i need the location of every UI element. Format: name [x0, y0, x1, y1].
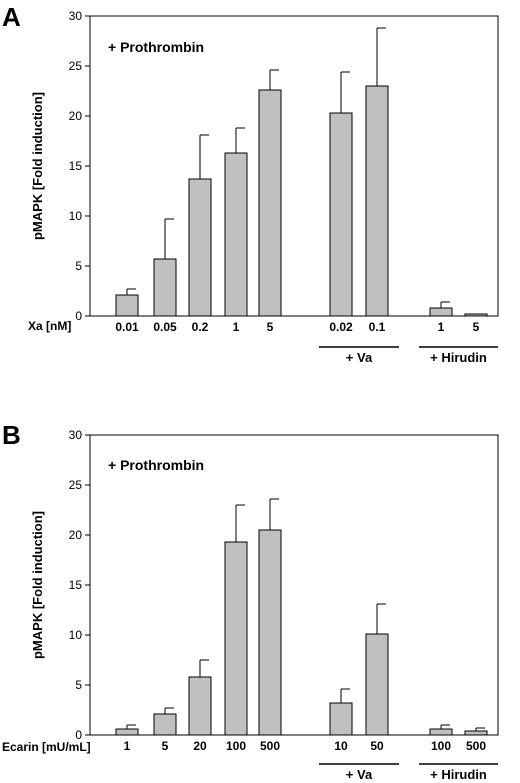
y-tick-label: 5	[75, 678, 82, 692]
x-tick-label: 0.02	[329, 320, 353, 334]
bar	[224, 541, 248, 736]
x-tick-label: 10	[334, 739, 348, 753]
bar	[329, 112, 353, 317]
group-label: + Va	[346, 350, 373, 365]
panel-b-x-ticks: 1 5 20 100 500 10 50 100 500	[124, 739, 487, 753]
x-tick-label: 0.01	[115, 320, 139, 334]
panel-b-annotation: + Prothrombin	[108, 457, 204, 473]
panel-b-groups: + Va + Hirudin	[319, 763, 498, 782]
x-tick-label: 20	[193, 739, 207, 753]
group-label: + Hirudin	[430, 767, 487, 782]
bar	[153, 713, 177, 736]
x-tick-label: 5	[267, 320, 274, 334]
bar	[365, 633, 389, 736]
panel-a-y-axis-label: pMAPK [Fold induction]	[30, 92, 45, 240]
panel-b: B + Prothrombin pMAPK [Fold induction] E…	[2, 420, 499, 782]
bar	[224, 152, 248, 317]
y-tick-label: 10	[69, 628, 83, 642]
panel-b-bars	[115, 529, 488, 736]
y-tick-label: 0	[75, 309, 82, 323]
panel-b-y-ticks: 0 5 10 15 20 25 30	[69, 428, 90, 742]
x-tick-label: 100	[431, 739, 451, 753]
panel-a-y-ticks: 0 5 10 15 20 25 30	[69, 9, 90, 323]
panel-a-plot-frame	[89, 15, 499, 317]
bar	[329, 702, 353, 736]
x-tick-label: 50	[370, 739, 384, 753]
panel-a-groups: + Va + Hirudin	[319, 346, 498, 365]
panel-b-error-bars	[126, 498, 485, 731]
panel-a-error-bars	[126, 27, 450, 308]
bar	[153, 258, 177, 317]
panel-a: A + Prothrombin pMAPK [Fold induction] X…	[2, 2, 499, 365]
y-tick-label: 15	[69, 159, 83, 173]
bar	[365, 85, 389, 317]
x-tick-label: 5	[473, 320, 480, 334]
y-tick-label: 20	[69, 528, 83, 542]
x-tick-label: 0.1	[369, 320, 386, 334]
y-tick-label: 5	[75, 259, 82, 273]
panel-b-letter: B	[2, 420, 21, 450]
bar	[188, 676, 212, 736]
panel-a-bars	[115, 85, 488, 317]
x-tick-label: 1	[438, 320, 445, 334]
panel-a-annotation: + Prothrombin	[108, 39, 204, 55]
panel-a-letter: A	[2, 2, 21, 32]
y-tick-label: 10	[69, 209, 83, 223]
panel-b-y-axis-label: pMAPK [Fold induction]	[30, 511, 45, 659]
x-tick-label: 0.05	[153, 320, 177, 334]
y-tick-label: 20	[69, 109, 83, 123]
bar	[115, 728, 139, 736]
x-tick-label: 1	[124, 739, 131, 753]
bar	[115, 294, 139, 317]
x-tick-label: 500	[466, 739, 486, 753]
bar	[258, 529, 282, 736]
panel-a-x-axis-label: Xa [nM]	[28, 319, 71, 333]
bar	[188, 178, 212, 317]
bar	[429, 307, 453, 317]
x-tick-label: 100	[226, 739, 246, 753]
x-tick-label: 500	[260, 739, 280, 753]
x-tick-label: 5	[162, 739, 169, 753]
panel-b-plot-frame	[89, 434, 499, 736]
y-tick-label: 30	[69, 428, 83, 442]
y-tick-label: 25	[69, 59, 83, 73]
x-tick-label: 1	[233, 320, 240, 334]
x-tick-label: 0.2	[192, 320, 209, 334]
panel-b-x-axis-label: Ecarin [mU/mL]	[2, 740, 91, 754]
panel-a-x-ticks: 0.01 0.05 0.2 1 5 0.02 0.1 1 5	[115, 320, 479, 334]
y-tick-label: 30	[69, 9, 83, 23]
group-label: + Hirudin	[430, 350, 487, 365]
bar	[258, 89, 282, 317]
y-tick-label: 25	[69, 478, 83, 492]
bar	[429, 728, 453, 736]
y-tick-label: 0	[75, 728, 82, 742]
group-label: + Va	[346, 767, 373, 782]
bar	[464, 730, 488, 736]
y-tick-label: 15	[69, 578, 83, 592]
